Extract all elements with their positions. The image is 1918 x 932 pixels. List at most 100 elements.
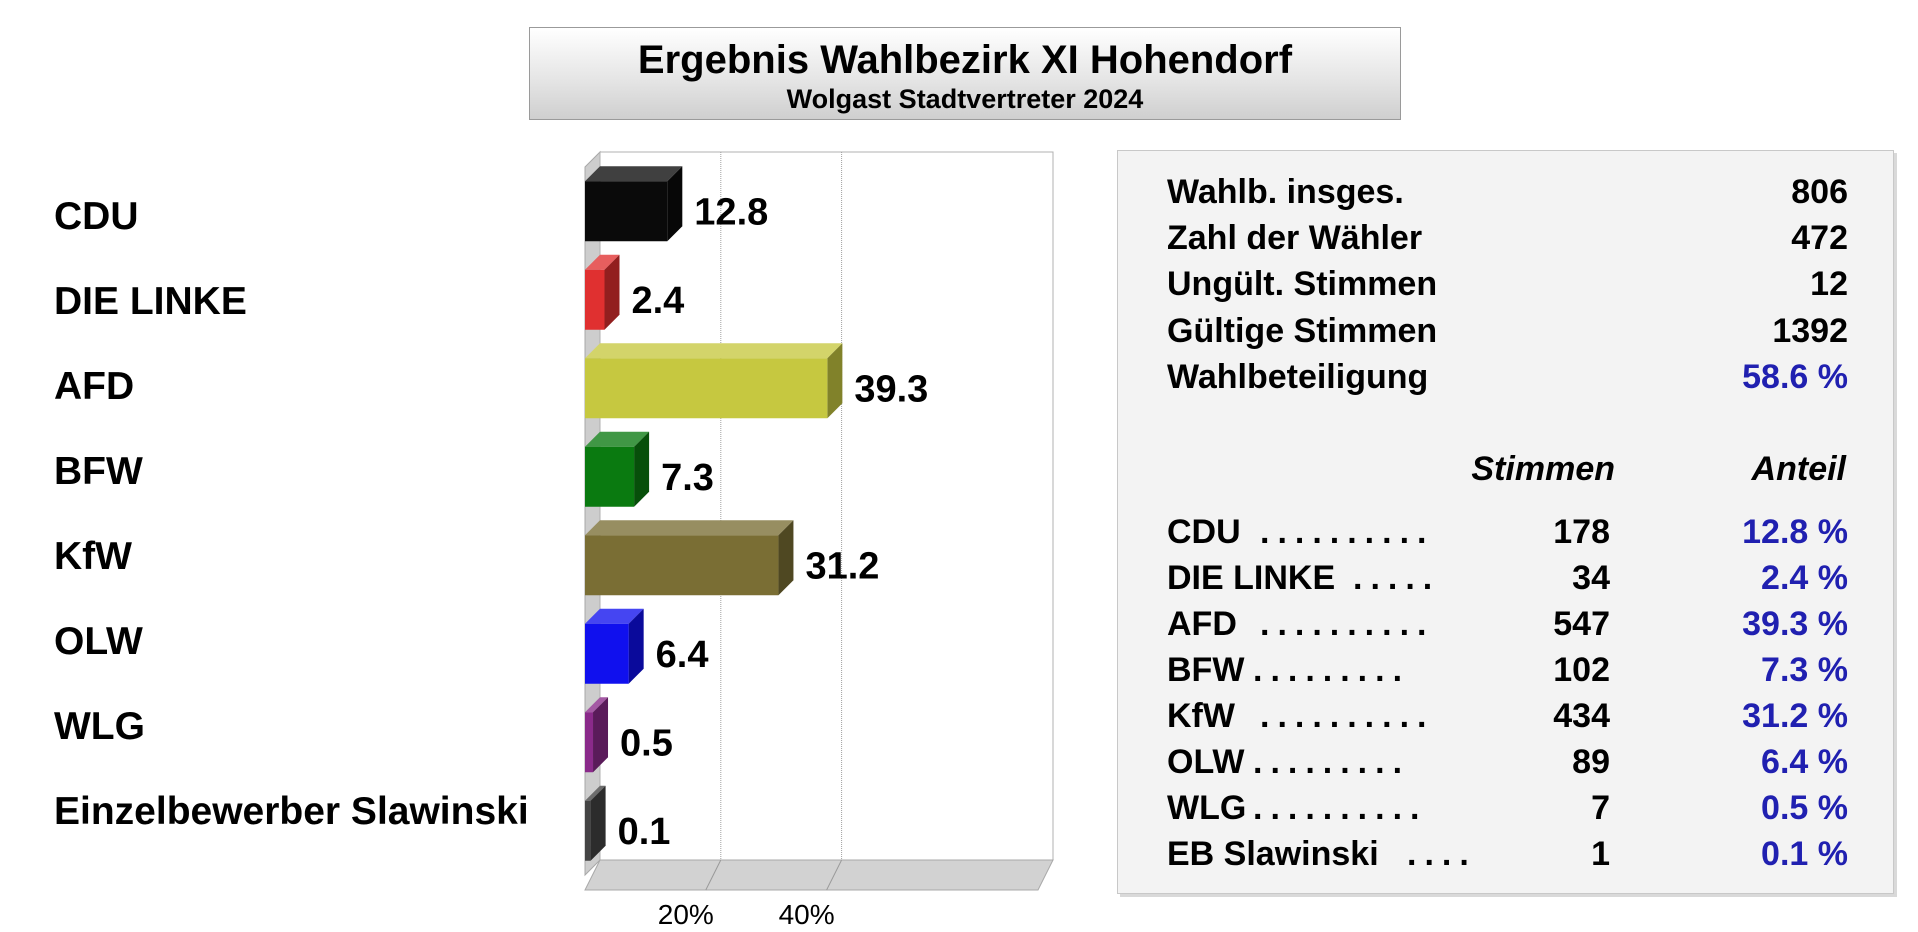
result-votes: 34 xyxy=(1572,559,1610,597)
dot-leader: .......... xyxy=(1260,513,1435,551)
dot-leader: .......... xyxy=(1260,605,1435,643)
bar-top xyxy=(585,697,609,713)
bar-top xyxy=(585,343,843,359)
party-label: AFD xyxy=(54,365,135,408)
header-votes: Stimmen xyxy=(1471,450,1615,488)
bar xyxy=(585,535,779,596)
dot-leader: .......... xyxy=(1253,789,1428,827)
chart-subtitle: Wolgast Stadtvertreter 2024 xyxy=(786,84,1144,114)
result-share: 6.4 % xyxy=(1761,743,1848,781)
result-party: OLW xyxy=(1167,743,1245,781)
stat-value: 806 xyxy=(1791,173,1848,211)
floor-gridline xyxy=(705,859,722,891)
bar-side xyxy=(778,520,794,596)
result-row: BFW ......... 102 7.3 % xyxy=(1167,650,1848,690)
stat-row-valid: Gültige Stimmen 1392 xyxy=(1167,311,1848,351)
party-label: OLW xyxy=(54,620,143,663)
result-votes: 1 xyxy=(1591,835,1610,873)
result-votes: 89 xyxy=(1572,743,1610,781)
dot-leader: ..... xyxy=(1353,559,1441,597)
result-votes: 178 xyxy=(1553,513,1610,551)
dot-leader: .... xyxy=(1407,835,1477,873)
stat-value: 1392 xyxy=(1772,312,1848,350)
result-share: 0.1 % xyxy=(1761,835,1848,873)
result-row: AFD .......... 547 39.3 % xyxy=(1167,604,1848,644)
stat-row-invalid: Ungült. Stimmen 12 xyxy=(1167,264,1848,304)
bar-side xyxy=(827,343,843,419)
result-votes: 7 xyxy=(1591,789,1610,827)
result-row: OLW ......... 89 6.4 % xyxy=(1167,742,1848,782)
data-label: 39.3 xyxy=(854,368,928,410)
data-label: 0.5 xyxy=(620,722,673,764)
result-row: WLG .......... 7 0.5 % xyxy=(1167,788,1848,828)
x-tick-label: 40% xyxy=(779,899,835,930)
bar-chart: 20% 40% 12.8 2.4 39.3 7.3 31.2 6.4 0.5 0.1 xyxy=(584,150,1054,930)
result-row: EB Slawinski .... 1 0.1 % xyxy=(1167,834,1848,874)
stat-row-voters: Zahl der Wähler 472 xyxy=(1167,218,1848,258)
dot-leader: ......... xyxy=(1253,743,1411,781)
dot-leader: ......... xyxy=(1253,651,1411,689)
stat-value: 12 xyxy=(1810,265,1848,303)
data-label: 0.1 xyxy=(618,811,671,853)
bar-top xyxy=(585,785,606,801)
result-row: KfW .......... 434 31.2 % xyxy=(1167,696,1848,736)
chart-title: Ergebnis Wahlbezirk XI Hohendorf xyxy=(637,38,1293,82)
party-label: BFW xyxy=(54,450,143,493)
floor-gridline xyxy=(826,859,843,891)
bar xyxy=(585,181,668,242)
bar xyxy=(585,623,629,684)
x-tick-label: 20% xyxy=(658,899,714,930)
result-party: EB Slawinski xyxy=(1167,835,1379,873)
result-share: 12.8 % xyxy=(1742,513,1848,551)
party-label: WLG xyxy=(54,705,145,748)
bar-side xyxy=(593,697,609,773)
party-label: Einzelbewerber Slawinski xyxy=(54,790,529,833)
stat-value: 58.6 % xyxy=(1742,358,1848,396)
dot-leader: .......... xyxy=(1260,697,1435,735)
stat-label: Zahl der Wähler xyxy=(1167,219,1423,257)
bar-top xyxy=(585,431,650,447)
result-votes: 434 xyxy=(1553,697,1610,735)
bar-top xyxy=(585,254,620,270)
party-label: KfW xyxy=(54,535,132,578)
bar xyxy=(585,800,591,861)
result-party: KfW xyxy=(1167,697,1235,735)
result-share: 39.3 % xyxy=(1742,605,1848,643)
bar-top xyxy=(585,608,644,624)
results-panel: Wahlb. insges. 806 Zahl der Wähler 472 U… xyxy=(1117,150,1894,894)
result-party: DIE LINKE xyxy=(1167,559,1336,597)
stat-label: Wahlbeteiligung xyxy=(1167,358,1429,396)
header-share: Anteil xyxy=(1751,450,1846,488)
stat-label: Wahlb. insges. xyxy=(1167,173,1404,211)
plot-back-wall xyxy=(599,151,1054,861)
stat-value: 472 xyxy=(1791,219,1848,257)
result-row: CDU .......... 178 12.8 % xyxy=(1167,512,1848,552)
result-party: AFD xyxy=(1167,605,1237,643)
result-share: 2.4 % xyxy=(1761,559,1848,597)
bar-top xyxy=(585,166,683,182)
stat-label: Gültige Stimmen xyxy=(1167,312,1438,350)
bar-top xyxy=(585,520,794,536)
bar xyxy=(585,358,828,419)
result-party: WLG xyxy=(1167,789,1247,827)
bar-side xyxy=(628,608,644,684)
bar xyxy=(585,712,594,773)
result-share: 0.5 % xyxy=(1761,789,1848,827)
bar-side xyxy=(590,785,606,861)
party-label: DIE LINKE xyxy=(54,280,247,323)
stat-label: Ungült. Stimmen xyxy=(1167,265,1438,303)
bar xyxy=(585,269,605,330)
result-share: 7.3 % xyxy=(1761,651,1848,689)
bar-side xyxy=(667,166,683,242)
data-label: 2.4 xyxy=(631,280,684,322)
result-row: DIE LINKE ..... 34 2.4 % xyxy=(1167,558,1848,598)
bar-side xyxy=(634,431,650,507)
data-label: 7.3 xyxy=(661,457,714,499)
stat-row-turnout: Wahlbeteiligung 58.6 % xyxy=(1167,357,1848,397)
party-label: CDU xyxy=(54,195,139,238)
result-share: 31.2 % xyxy=(1742,697,1848,735)
data-label: 12.8 xyxy=(694,191,768,233)
result-votes: 547 xyxy=(1553,605,1610,643)
plot-floor xyxy=(584,859,1054,891)
bar xyxy=(585,446,635,507)
